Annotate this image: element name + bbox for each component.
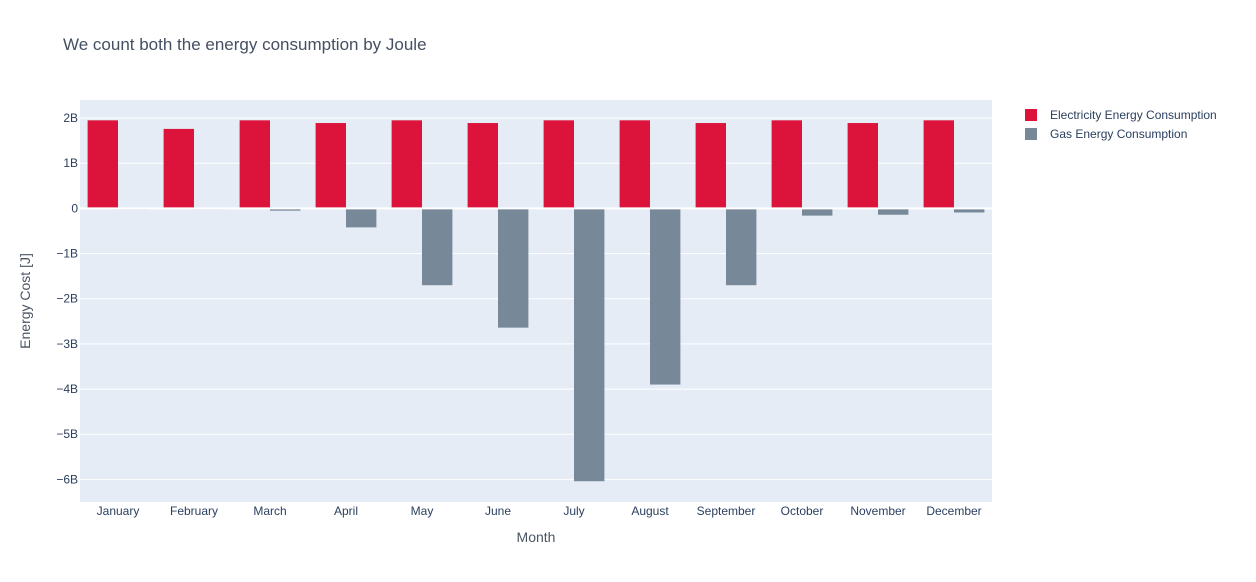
- x-tick-label: March: [253, 504, 286, 518]
- x-tick-label: May: [411, 504, 434, 518]
- bar-gas[interactable]: [574, 208, 605, 482]
- bar-electricity[interactable]: [315, 123, 346, 209]
- plot-area: [80, 100, 992, 502]
- bar-electricity[interactable]: [239, 120, 270, 209]
- x-tick-label: November: [850, 504, 905, 518]
- x-tick-label: July: [563, 504, 584, 518]
- legend-swatch[interactable]: [1025, 128, 1037, 140]
- x-tick-label: January: [97, 504, 140, 518]
- gridlines: [80, 117, 992, 480]
- y-tick-label: −4B: [56, 382, 78, 396]
- bar-gas[interactable]: [650, 208, 681, 385]
- bar-electricity[interactable]: [695, 123, 726, 209]
- x-tick-label: April: [334, 504, 358, 518]
- bar-electricity[interactable]: [467, 123, 498, 209]
- bar-electricity[interactable]: [163, 128, 194, 209]
- y-tick-label: −6B: [56, 472, 78, 486]
- x-tick-label: February: [170, 504, 218, 518]
- bar-gas[interactable]: [726, 208, 757, 286]
- bar-gas[interactable]: [346, 208, 377, 228]
- bars: [87, 120, 985, 482]
- y-tick-label: 1B: [63, 156, 78, 170]
- bar-electricity[interactable]: [771, 120, 802, 209]
- legend[interactable]: Electricity Energy Consumption Gas Energy…: [1025, 108, 1217, 141]
- bar-electricity[interactable]: [391, 120, 422, 209]
- y-tick-label: −2B: [56, 292, 78, 306]
- y-axis-ticks: 2B 1B 0 −1B −2B −3B −4B −5B −6B: [56, 111, 78, 486]
- bar-electricity[interactable]: [847, 123, 878, 209]
- bar-gas[interactable]: [878, 208, 909, 215]
- bar-gas[interactable]: [498, 208, 529, 328]
- y-tick-label: −5B: [56, 427, 78, 441]
- chart-title: We count both the energy consumption by …: [63, 35, 427, 54]
- x-tick-label: October: [781, 504, 824, 518]
- y-tick-label: 2B: [63, 111, 78, 125]
- bar-gas[interactable]: [422, 208, 453, 286]
- bar-electricity[interactable]: [923, 120, 954, 209]
- bar-electricity[interactable]: [619, 120, 650, 209]
- bar-gas[interactable]: [954, 208, 985, 213]
- x-axis-title: Month: [517, 529, 556, 545]
- x-tick-label: December: [926, 504, 981, 518]
- x-tick-label: June: [485, 504, 511, 518]
- x-tick-label: August: [631, 504, 669, 518]
- legend-label[interactable]: Gas Energy Consumption: [1050, 127, 1187, 141]
- y-tick-label: 0: [71, 201, 78, 215]
- legend-label[interactable]: Electricity Energy Consumption: [1050, 108, 1217, 122]
- bar-electricity[interactable]: [543, 120, 574, 209]
- bar-gas[interactable]: [802, 208, 833, 216]
- x-axis-ticks: January February March April May June July Augu…: [97, 504, 982, 518]
- bar-electricity[interactable]: [87, 120, 118, 209]
- legend-swatch[interactable]: [1025, 109, 1037, 121]
- y-tick-label: −3B: [56, 337, 78, 351]
- y-tick-label: −1B: [56, 247, 78, 261]
- bar-gas[interactable]: [270, 208, 301, 211]
- y-axis-title: Energy Cost [J]: [17, 253, 33, 349]
- x-tick-label: September: [697, 504, 756, 518]
